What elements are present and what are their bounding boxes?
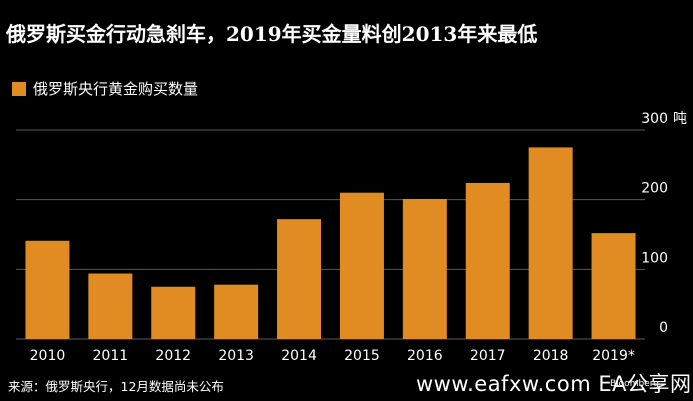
x-tick-label-2011: 2011 <box>93 348 129 364</box>
x-tick-label-2010: 2010 <box>30 348 66 364</box>
chart-title: 俄罗斯买金行动急刹车，2019年买金量料创2013年来最低 <box>6 22 538 46</box>
x-tick-label-2015: 2015 <box>344 348 380 364</box>
source-note: 来源：俄罗斯央行，12月数据尚未公布 <box>8 379 224 394</box>
bar-2017 <box>465 182 510 339</box>
y-unit-label: 吨 <box>673 111 687 127</box>
y-tick-label-100: 100 <box>641 250 668 266</box>
y-tick-label-0: 0 <box>659 320 668 336</box>
y-tick-label-300: 300 <box>641 111 668 127</box>
bar-2011 <box>88 273 133 339</box>
legend-swatch <box>12 81 26 96</box>
x-tick-label-2019*: 2019* <box>592 348 635 364</box>
watermark: www.eafxw.com EA公享网 <box>416 372 692 396</box>
x-tick-label-2018: 2018 <box>533 348 569 364</box>
bar-2013 <box>214 284 259 339</box>
legend: 俄罗斯央行黄金购买数量 <box>12 78 198 99</box>
x-tick-label-2013: 2013 <box>218 348 254 364</box>
bar-2012 <box>151 286 196 339</box>
bar-2019* <box>591 233 636 339</box>
x-tick-label-2017: 2017 <box>470 348 506 364</box>
bar-2016 <box>402 198 447 339</box>
x-tick-label-2016: 2016 <box>407 348 443 364</box>
bar-2014 <box>277 219 322 339</box>
y-tick-label-200: 200 <box>641 181 668 197</box>
bar-2010 <box>25 240 70 339</box>
brand-logo: Bloomberg <box>610 379 659 389</box>
x-tick-label-2012: 2012 <box>155 348 191 364</box>
legend-label: 俄罗斯央行黄金购买数量 <box>33 80 199 98</box>
x-tick-label-2014: 2014 <box>281 348 317 364</box>
bar-2015 <box>339 192 384 339</box>
bar-2018 <box>528 147 573 339</box>
